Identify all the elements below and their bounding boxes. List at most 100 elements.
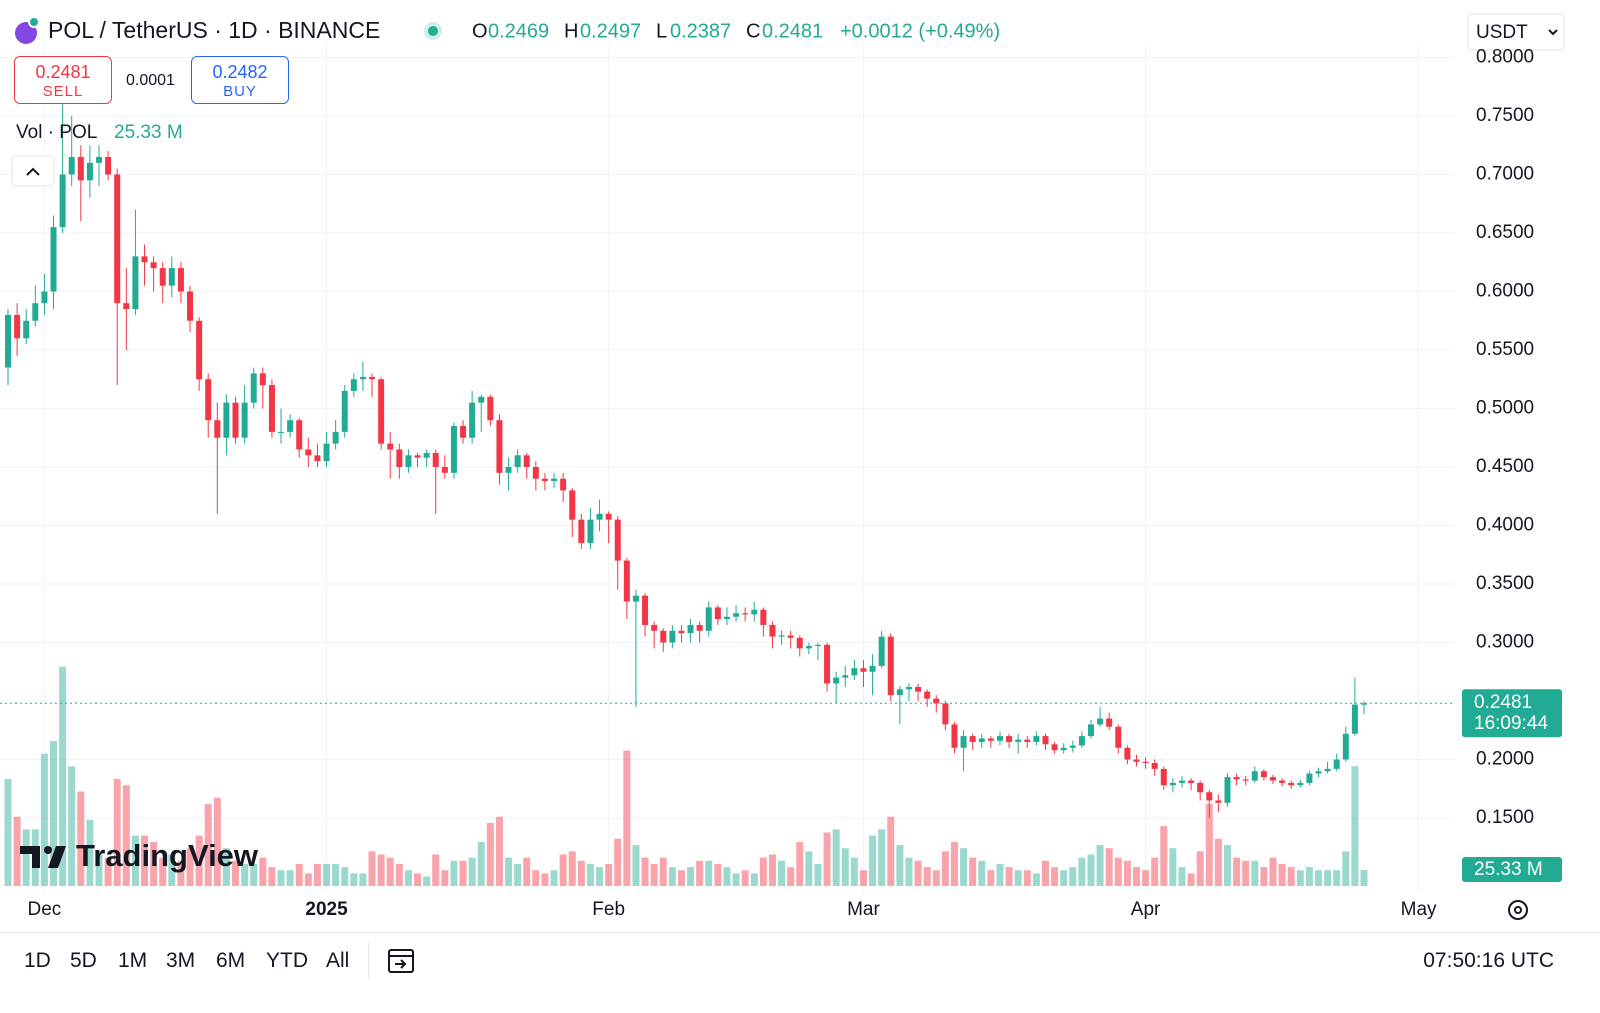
volume-bar [295,863,303,886]
candle-body [878,636,885,666]
ohlc-h-label: H [564,20,578,42]
volume-bar [150,841,158,886]
y-tick-label: 0.8000 [1476,47,1534,68]
range-button[interactable]: 3M [166,949,196,972]
volume-bar [923,867,931,886]
x-tick-label: Mar [847,899,880,920]
x-tick-label: Dec [28,899,62,920]
volume-bar [505,857,513,886]
volume-bar [1214,838,1222,886]
volume-bar [113,778,121,886]
candle-body [824,644,831,684]
volume-bar [1360,870,1368,886]
volume-bar [941,851,949,886]
volume-bar [1132,867,1140,886]
volume-bar [1060,870,1068,886]
volume-bar [1041,860,1049,886]
volume-bar [259,857,267,886]
volume-bar [914,860,922,886]
volume-bar [696,860,704,886]
calendar [395,959,407,969]
candle-body [1215,800,1222,803]
volume-bar [605,863,613,886]
volume-bar [586,863,594,886]
candle-body [605,513,612,520]
volume-bar [1196,851,1204,886]
candle-body [223,402,230,438]
volume-bar [741,870,749,886]
candle-body [250,373,257,403]
status-dot [428,26,438,36]
volume-bar [332,863,340,886]
candle-body [969,736,976,742]
candle-body [369,376,376,380]
volume-bar [814,863,822,886]
range-button[interactable]: All [326,949,350,972]
candle-body [787,635,794,638]
candle-body [578,519,585,544]
buy-button[interactable]: 0.2482 BUY [191,56,289,104]
volume-bar [414,873,422,886]
settings-icon[interactable] [1508,900,1528,920]
buy-price: 0.2482 [212,62,268,82]
candle-body [1324,768,1331,772]
range-button[interactable]: 1D [24,949,51,972]
currency-select[interactable] [1467,13,1565,51]
volume-bar [532,870,540,886]
y-tick-label: 0.1500 [1476,807,1534,828]
volume-bar [750,873,758,886]
volume-bar [1324,870,1332,886]
candle-body [1051,744,1058,751]
candle-body [1115,726,1122,748]
collapse-icon [26,167,40,176]
collapse-button[interactable] [11,155,55,187]
candle-body [733,613,740,617]
candle-body [541,478,548,482]
volume-bar [204,804,212,886]
volume-bar [141,835,149,886]
candle-body [960,736,967,748]
range-button[interactable]: YTD [266,949,308,972]
candle-body [432,452,439,467]
volume-bar [386,857,394,886]
candle-body [842,675,849,678]
y-tick-label: 0.6500 [1476,222,1534,243]
candle-body [359,376,366,380]
candle-body [924,691,931,699]
ohlc-change: +0.0012 (+0.49%) [840,20,1000,42]
range-button[interactable]: 6M [216,949,246,972]
range-button[interactable]: 1M [118,949,148,972]
range-button[interactable]: 5D [70,949,97,972]
candle-body [32,303,39,321]
candle-body [296,420,303,450]
candle-body [177,268,184,292]
volume-bar [823,832,831,886]
candle-body [350,379,357,391]
volume-bar [59,666,67,886]
market-dot [28,16,40,28]
volume-bar [1305,867,1313,886]
volume-bar [1187,873,1195,886]
date-range-icon[interactable] [386,945,416,977]
candle-body [1360,703,1367,705]
candle-body [705,607,712,631]
x-tick-label: May [1401,899,1437,920]
sell-label: SELL [42,83,84,100]
candle-body [915,686,922,692]
volume-bar [705,860,713,886]
volume-bar [13,816,21,886]
ohlc-l-label: L [656,20,667,42]
volume-bar [159,857,167,886]
volume-bar [195,835,203,886]
volume-bar [550,870,558,886]
volume-bar [432,854,440,886]
candle-body [569,490,576,520]
y-tick-label: 0.2000 [1476,749,1534,770]
volume-bar [887,816,895,886]
sell-button[interactable]: 0.2481 SELL [14,56,112,104]
candle-body [1006,736,1013,742]
volume-bar [286,870,294,886]
volume-bar [1023,870,1031,886]
candle-body [996,736,1003,741]
